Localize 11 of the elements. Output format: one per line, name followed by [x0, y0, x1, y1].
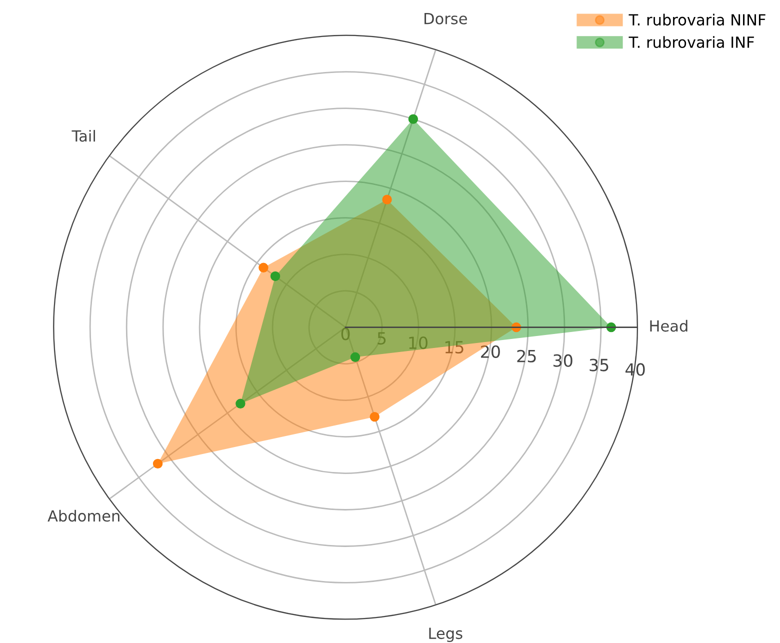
spoke-label: Head	[650, 320, 688, 332]
legend-label: T. rubrovaria NINF	[628, 14, 766, 26]
y-tick-label: 30	[554, 354, 572, 367]
spoke-label: Tail	[72, 130, 95, 142]
spoke-label: Legs	[429, 628, 462, 642]
y-tick-label: 35	[590, 358, 608, 372]
legend-label: T. rubrovaria INF	[628, 36, 754, 48]
y-tick-label: 20	[481, 345, 500, 358]
spoke-label: Dorse	[424, 13, 467, 24]
y-tick-label: 25	[517, 350, 536, 362]
spoke-label: Abdomen	[48, 510, 120, 522]
